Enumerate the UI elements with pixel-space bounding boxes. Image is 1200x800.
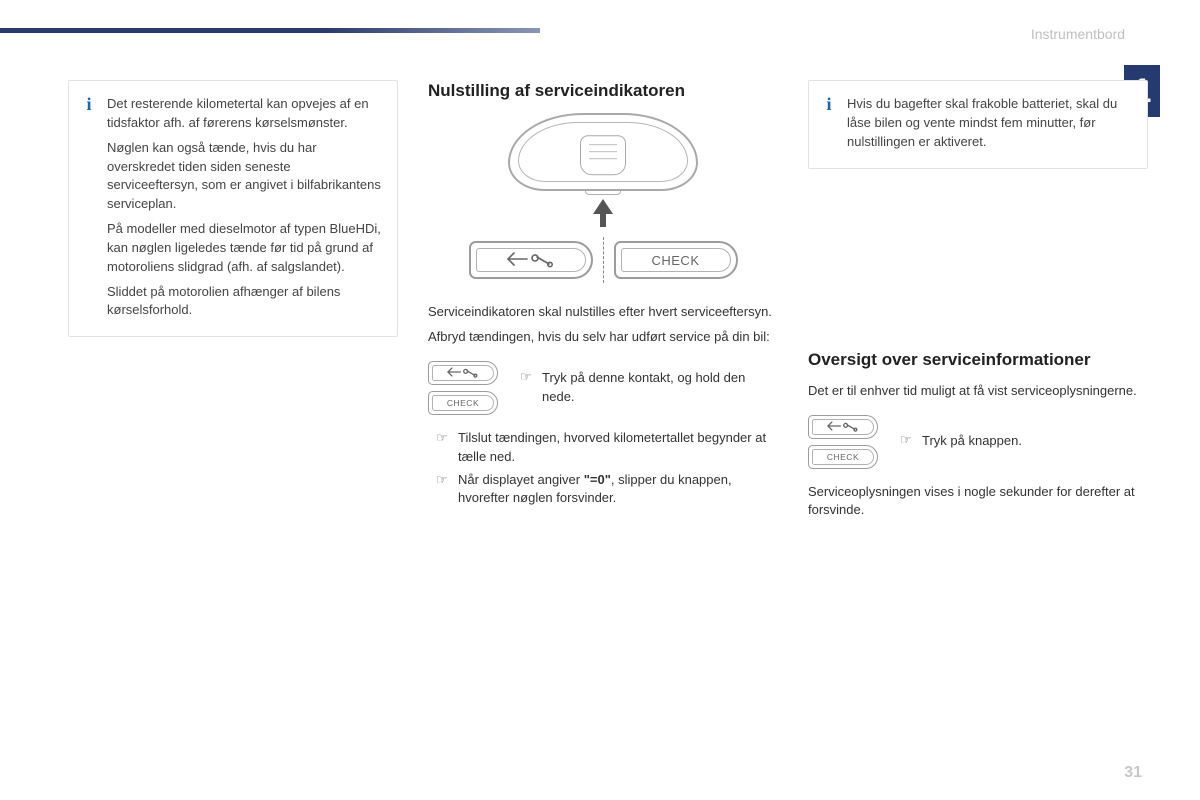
heading-reset-indicator: Nulstilling af serviceindikatoren xyxy=(428,80,778,101)
step-text: Tryk på denne kontakt, og hold den nede. xyxy=(542,369,778,407)
pointer-bullet-icon: ☞ xyxy=(436,471,452,490)
pointer-bullet-icon: ☞ xyxy=(900,432,916,448)
page-content: i Det resterende kilometertal kan opveje… xyxy=(68,80,1130,770)
info-icon: i xyxy=(81,91,97,117)
body-paragraph: Serviceindikatoren skal nulstilles efter… xyxy=(428,303,778,322)
info-paragraph: Nøglen kan også tænde, hvis du har overs… xyxy=(107,139,381,214)
column-right: i Hvis du bagefter skal frakoble batteri… xyxy=(808,80,1148,770)
check-button-icon: CHECK xyxy=(614,241,738,279)
column-left: i Det resterende kilometertal kan opveje… xyxy=(68,80,398,770)
info-box-battery: i Hvis du bagefter skal frakoble batteri… xyxy=(808,80,1148,169)
check-button-small-icon: CHECK xyxy=(808,445,878,469)
arrow-stem-icon xyxy=(600,213,606,227)
step-row: CHECK ☞ Tryk på knappen. xyxy=(808,415,1148,469)
info-paragraph: På modeller med dieselmotor af typen Blu… xyxy=(107,220,381,277)
info-box-kilometer: i Det resterende kilometertal kan opveje… xyxy=(68,80,398,337)
info-paragraph: Hvis du bagefter skal frakoble batteriet… xyxy=(847,95,1131,152)
info-paragraph: Det resterende kilometertal kan opvejes … xyxy=(107,95,381,133)
column-middle: Nulstilling af serviceindikatoren xyxy=(428,80,778,770)
step-row: CHECK ☞ Tryk på denne kontakt, og hold d… xyxy=(428,361,778,415)
instrument-cluster-icon xyxy=(508,113,698,191)
bullet-text-bold: "=0" xyxy=(584,472,611,487)
bullet-item: ☞ Når displayet angiver "=0", slipper du… xyxy=(436,471,778,509)
check-button-small-icon: CHECK xyxy=(428,391,498,415)
back-wrench-icon xyxy=(505,250,557,271)
info-paragraph: Sliddet på motorolien afhænger af bilens… xyxy=(107,283,381,321)
heading-service-overview: Oversigt over serviceinformationer xyxy=(808,349,1148,370)
body-paragraph: Serviceoplysningen vises i nogle sekunde… xyxy=(808,483,1148,521)
back-wrench-button-icon xyxy=(469,241,593,279)
header-rule xyxy=(0,28,540,33)
pointer-bullet-icon: ☞ xyxy=(436,429,452,448)
dashboard-illustration: CHECK xyxy=(428,113,778,283)
button-row-illustration: CHECK xyxy=(469,237,738,283)
button-pair-small: CHECK xyxy=(808,415,878,469)
bullet-item: ☞ Tilslut tændingen, hvorved kilometerta… xyxy=(436,429,778,467)
info-icon: i xyxy=(821,91,837,117)
body-paragraph: Afbryd tændingen, hvis du selv har udfør… xyxy=(428,328,778,347)
bullet-text: Tilslut tændingen, hvorved kilometertall… xyxy=(458,429,778,467)
button-pair-small: CHECK xyxy=(428,361,498,415)
back-wrench-button-small-icon xyxy=(808,415,878,439)
bullet-text: Når displayet angiver "=0", slipper du k… xyxy=(458,471,778,509)
check-button-small-label: CHECK xyxy=(812,449,874,465)
page-number: 31 xyxy=(1124,764,1142,782)
dashed-separator-icon xyxy=(603,237,604,283)
pointer-bullet-icon: ☞ xyxy=(520,369,536,385)
section-header-label: Instrumentbord xyxy=(1031,26,1125,42)
bullet-text-pre: Når displayet angiver xyxy=(458,472,584,487)
back-wrench-button-small-icon xyxy=(428,361,498,385)
back-wrench-icon xyxy=(446,366,480,380)
check-button-small-label: CHECK xyxy=(432,395,494,411)
back-wrench-icon xyxy=(826,420,860,434)
body-paragraph: Det er til enhver tid muligt at få vist … xyxy=(808,382,1148,401)
check-button-label: CHECK xyxy=(621,248,731,272)
arrow-up-icon xyxy=(593,199,613,214)
step-text: Tryk på knappen. xyxy=(922,432,1022,451)
